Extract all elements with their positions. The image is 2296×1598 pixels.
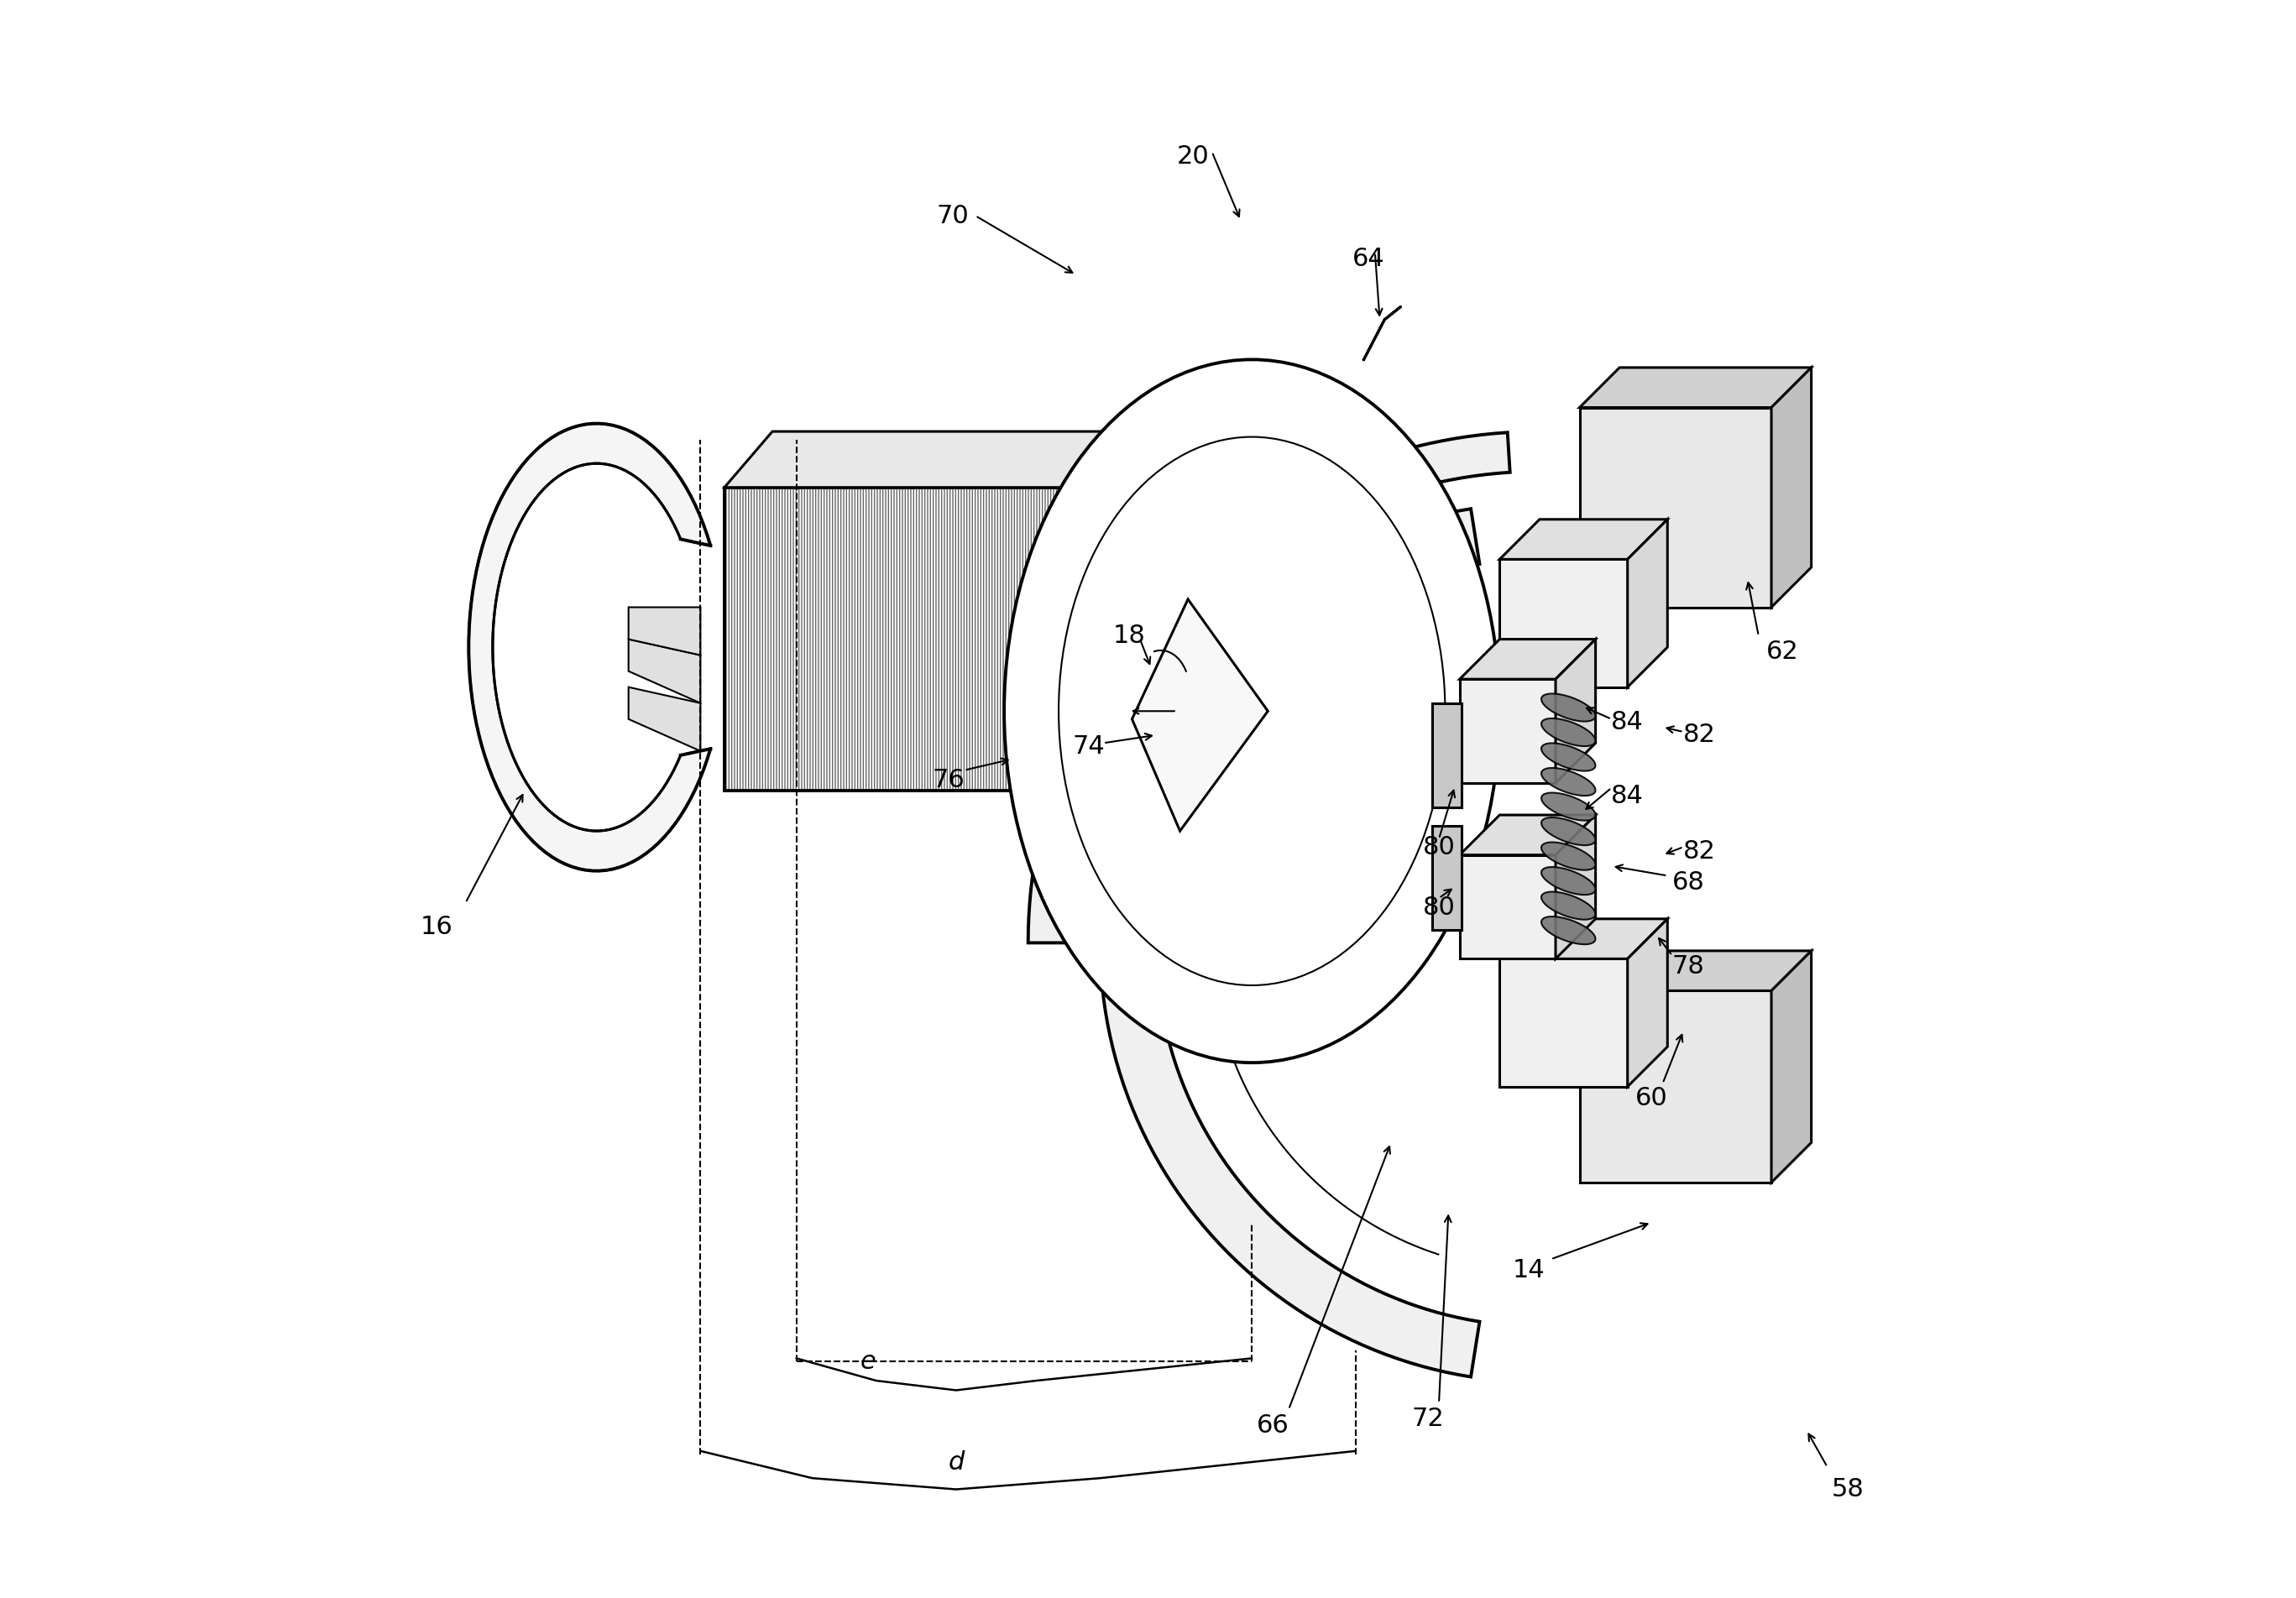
Polygon shape [1628, 519, 1667, 687]
Ellipse shape [1541, 694, 1596, 721]
Text: 84: 84 [1612, 710, 1644, 735]
Ellipse shape [1541, 719, 1596, 746]
Polygon shape [1460, 639, 1596, 679]
Polygon shape [1029, 433, 1511, 943]
Polygon shape [1580, 368, 1812, 407]
Polygon shape [1460, 855, 1557, 959]
Polygon shape [1460, 679, 1557, 783]
Polygon shape [1132, 599, 1267, 831]
Polygon shape [1557, 639, 1596, 783]
Text: 74: 74 [1072, 733, 1104, 759]
Text: d: d [948, 1449, 964, 1475]
Ellipse shape [1003, 360, 1499, 1063]
FancyBboxPatch shape [1433, 826, 1460, 930]
Text: 82: 82 [1683, 839, 1715, 865]
Ellipse shape [1541, 818, 1596, 845]
Polygon shape [1580, 951, 1812, 991]
Ellipse shape [1541, 769, 1596, 796]
Polygon shape [468, 423, 709, 871]
Ellipse shape [1541, 842, 1596, 869]
Polygon shape [726, 431, 1396, 487]
Text: 58: 58 [1832, 1477, 1864, 1502]
Text: 16: 16 [420, 914, 452, 940]
Polygon shape [1628, 919, 1667, 1087]
Polygon shape [1499, 559, 1628, 687]
Polygon shape [1100, 508, 1479, 1377]
Polygon shape [1773, 951, 1812, 1183]
Ellipse shape [1541, 868, 1596, 895]
Polygon shape [726, 487, 1348, 791]
Polygon shape [629, 639, 700, 703]
Text: 66: 66 [1256, 1413, 1288, 1438]
Text: 76: 76 [932, 767, 964, 793]
Polygon shape [1499, 519, 1667, 559]
Text: 80: 80 [1424, 834, 1456, 860]
Ellipse shape [1541, 793, 1596, 820]
Polygon shape [1460, 815, 1596, 855]
Text: 70: 70 [937, 203, 969, 229]
Polygon shape [1580, 407, 1773, 607]
Polygon shape [1499, 959, 1628, 1087]
Polygon shape [1499, 919, 1667, 959]
Ellipse shape [1541, 892, 1596, 919]
Ellipse shape [1541, 917, 1596, 944]
Text: 14: 14 [1513, 1258, 1545, 1283]
Polygon shape [1580, 991, 1773, 1183]
Text: 84: 84 [1612, 783, 1644, 809]
Text: 18: 18 [1114, 623, 1146, 649]
Text: 72: 72 [1412, 1406, 1444, 1432]
Text: 78: 78 [1671, 954, 1704, 980]
Text: 64: 64 [1352, 246, 1384, 272]
Polygon shape [1348, 431, 1396, 791]
Text: 62: 62 [1766, 639, 1798, 665]
Text: 82: 82 [1683, 722, 1715, 748]
Text: 20: 20 [1176, 144, 1210, 169]
Polygon shape [1773, 368, 1812, 607]
Polygon shape [1557, 815, 1596, 959]
Text: 68: 68 [1671, 869, 1704, 895]
Ellipse shape [1541, 743, 1596, 770]
FancyBboxPatch shape [1433, 703, 1460, 807]
Polygon shape [629, 687, 700, 751]
Text: 80: 80 [1424, 895, 1456, 920]
Text: e: e [861, 1349, 877, 1374]
Text: 60: 60 [1635, 1085, 1667, 1111]
Polygon shape [629, 607, 700, 655]
